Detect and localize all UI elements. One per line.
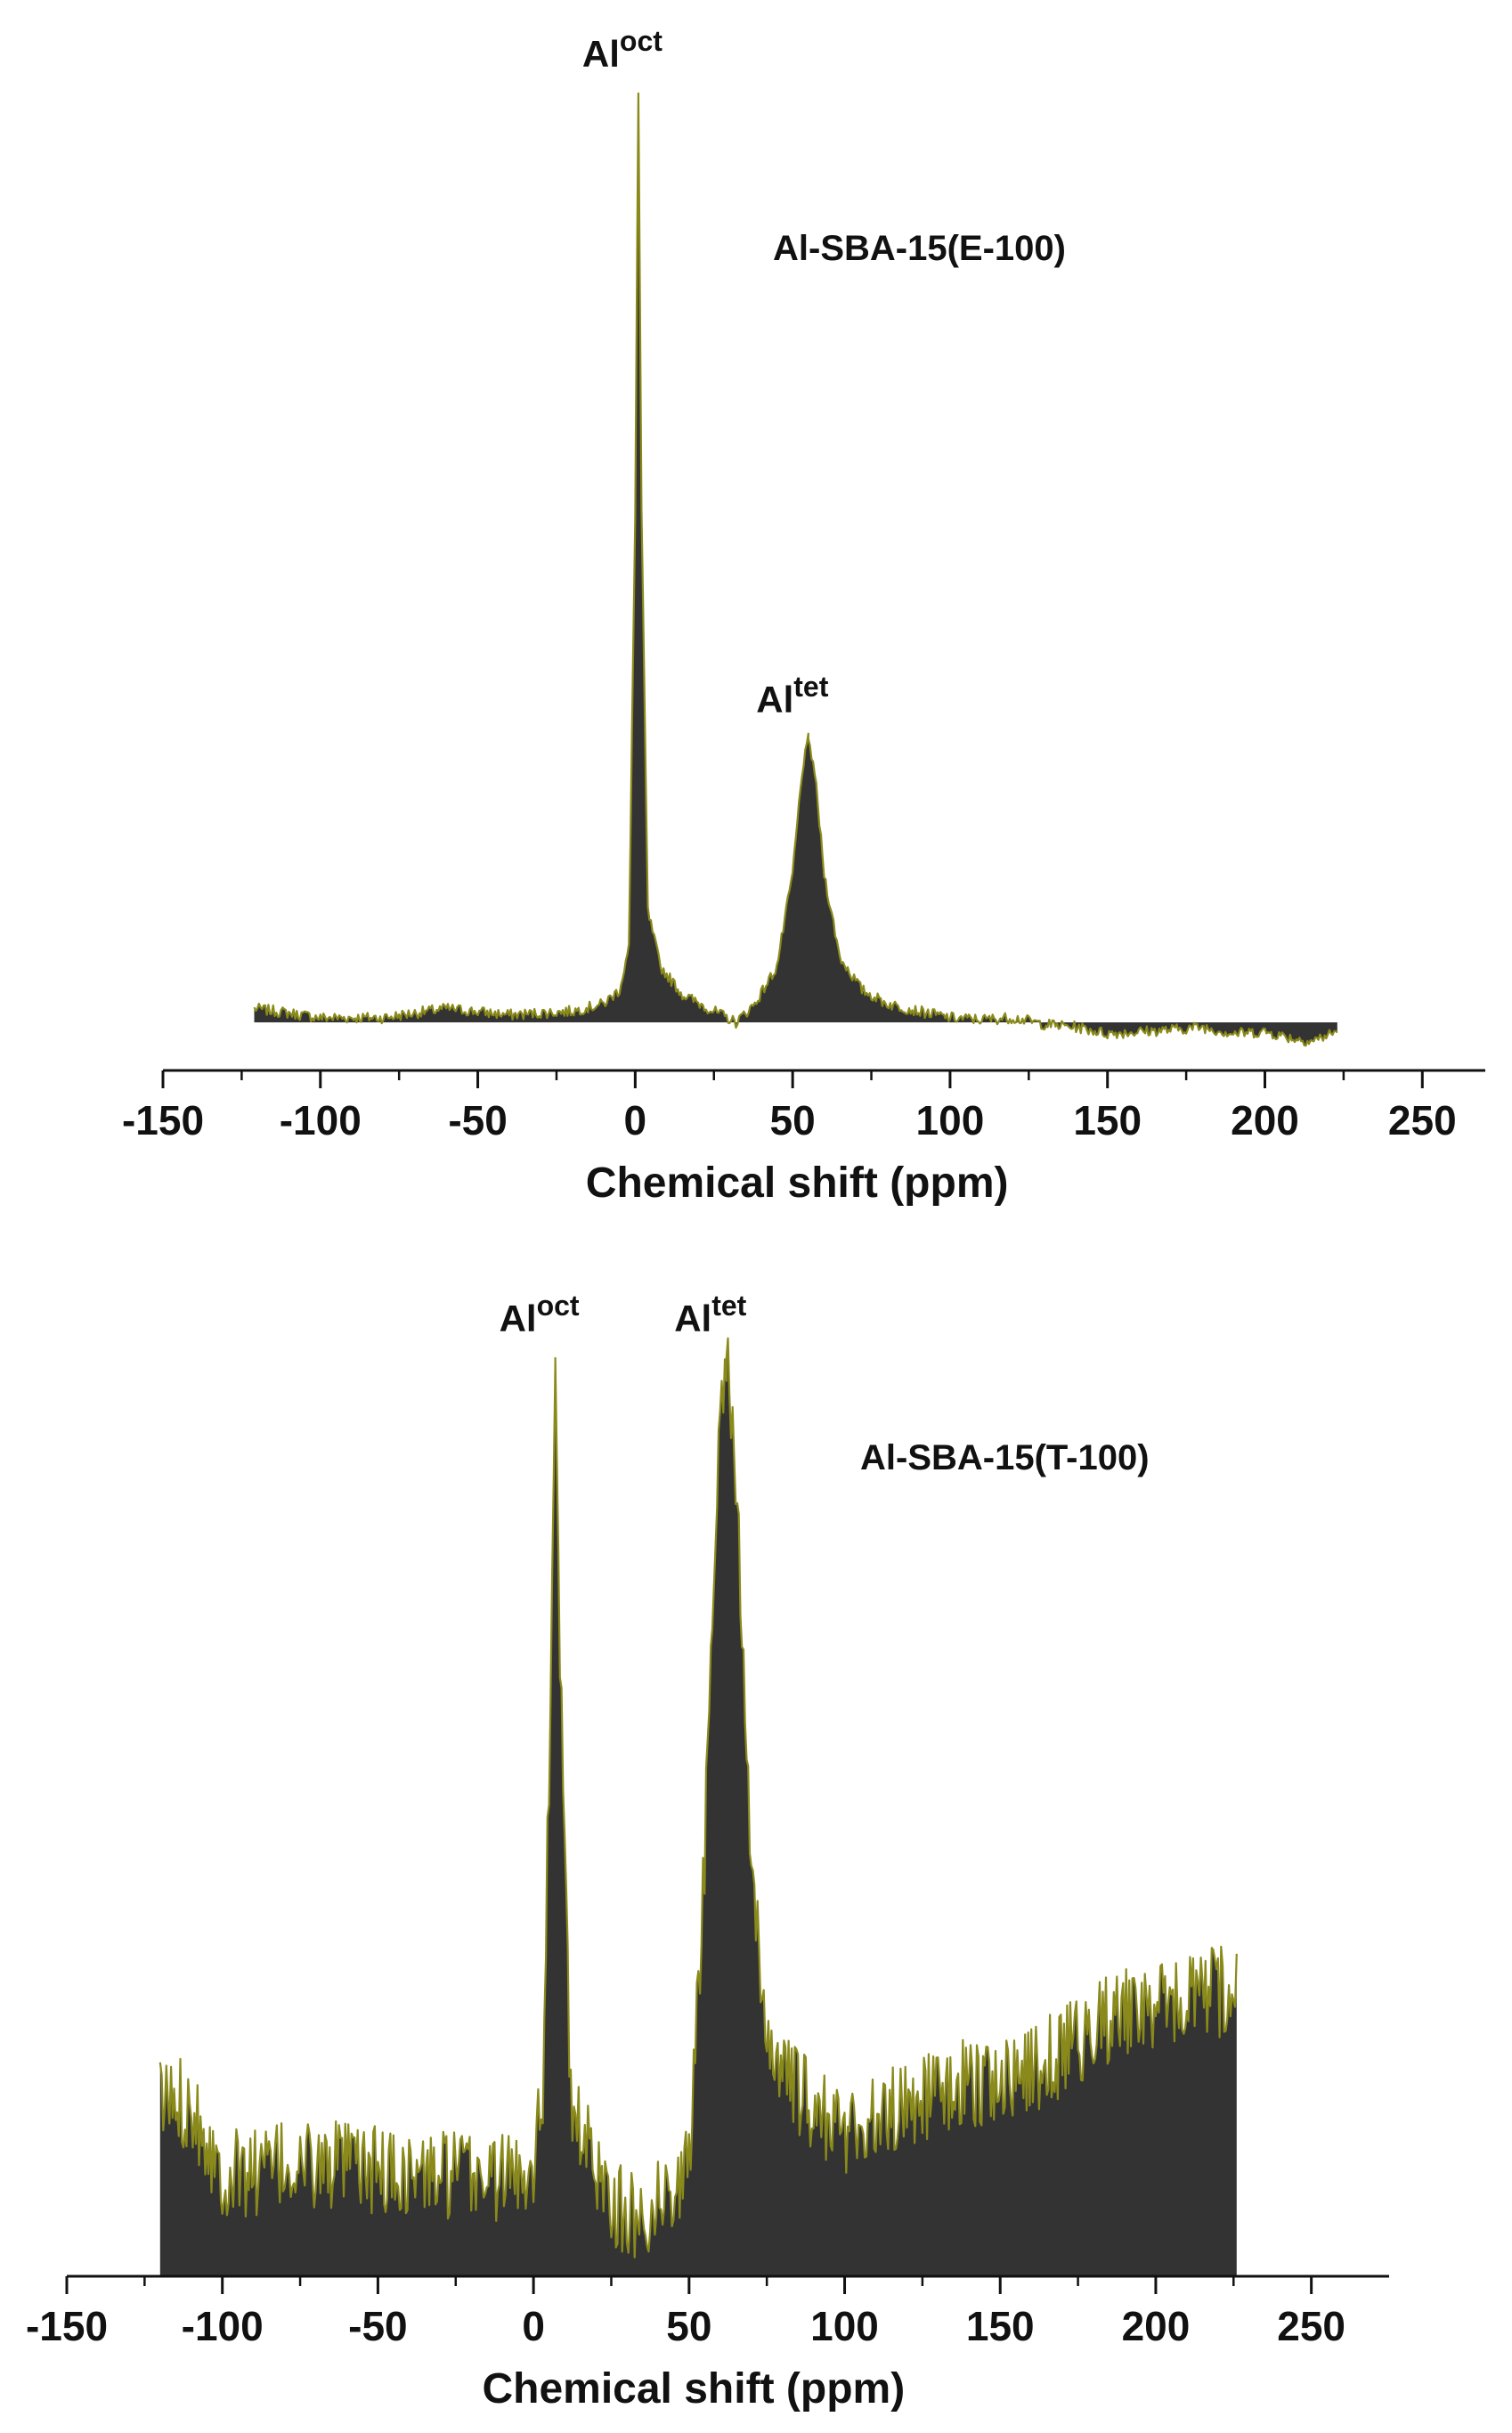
x-tick-label: 100 xyxy=(810,2303,879,2349)
spectrum-line xyxy=(159,1337,1238,2258)
sample-label: Al-SBA-15(E-100) xyxy=(773,229,1066,268)
sample-label: Al-SBA-15(T-100) xyxy=(860,1438,1150,1477)
x-tick-label: 0 xyxy=(624,1097,647,1143)
bottom-spectrum-panel: -150 -100 -50 0 50 100 150 200 250 Chemical shift… xyxy=(26,1290,1389,2413)
x-tick-label: -100 xyxy=(280,1097,362,1143)
x-tick-label: 50 xyxy=(666,2303,711,2349)
x-axis-title: Chemical shift (ppm) xyxy=(586,1160,1009,1207)
x-tick-label: -50 xyxy=(448,1097,507,1143)
x-tick-label: -100 xyxy=(182,2303,264,2349)
x-tick-label: 150 xyxy=(966,2303,1035,2349)
x-tick-label: -150 xyxy=(122,1097,204,1143)
top-spectrum-panel: -150 -100 -50 0 50 100 150 200 250 Chemical shift… xyxy=(122,25,1485,1207)
spectrum-line xyxy=(253,92,1338,1047)
x-tick-label: 150 xyxy=(1073,1097,1142,1143)
x-tick-label: 250 xyxy=(1388,1097,1457,1143)
x-tick-label: 100 xyxy=(916,1097,985,1143)
x-tick-label: 200 xyxy=(1231,1097,1299,1143)
x-tick-label: 250 xyxy=(1277,2303,1345,2349)
x-tick-label: 0 xyxy=(522,2303,545,2349)
spectrum-area xyxy=(254,93,1337,1046)
peak-label-oct: Aloct xyxy=(500,1290,580,1339)
peak-label-tet: Altet xyxy=(756,671,828,720)
x-tick-label: 200 xyxy=(1122,2303,1191,2349)
peak-label-oct: Aloct xyxy=(582,25,663,75)
x-axis-title: Chemical shift (ppm) xyxy=(482,2365,905,2413)
x-tick-label: 50 xyxy=(770,1097,816,1143)
peak-label-tet: Altet xyxy=(674,1290,746,1339)
x-tick-label: -150 xyxy=(26,2303,108,2349)
spectrum-area xyxy=(159,1338,1237,2276)
x-tick-label: -50 xyxy=(348,2303,407,2349)
